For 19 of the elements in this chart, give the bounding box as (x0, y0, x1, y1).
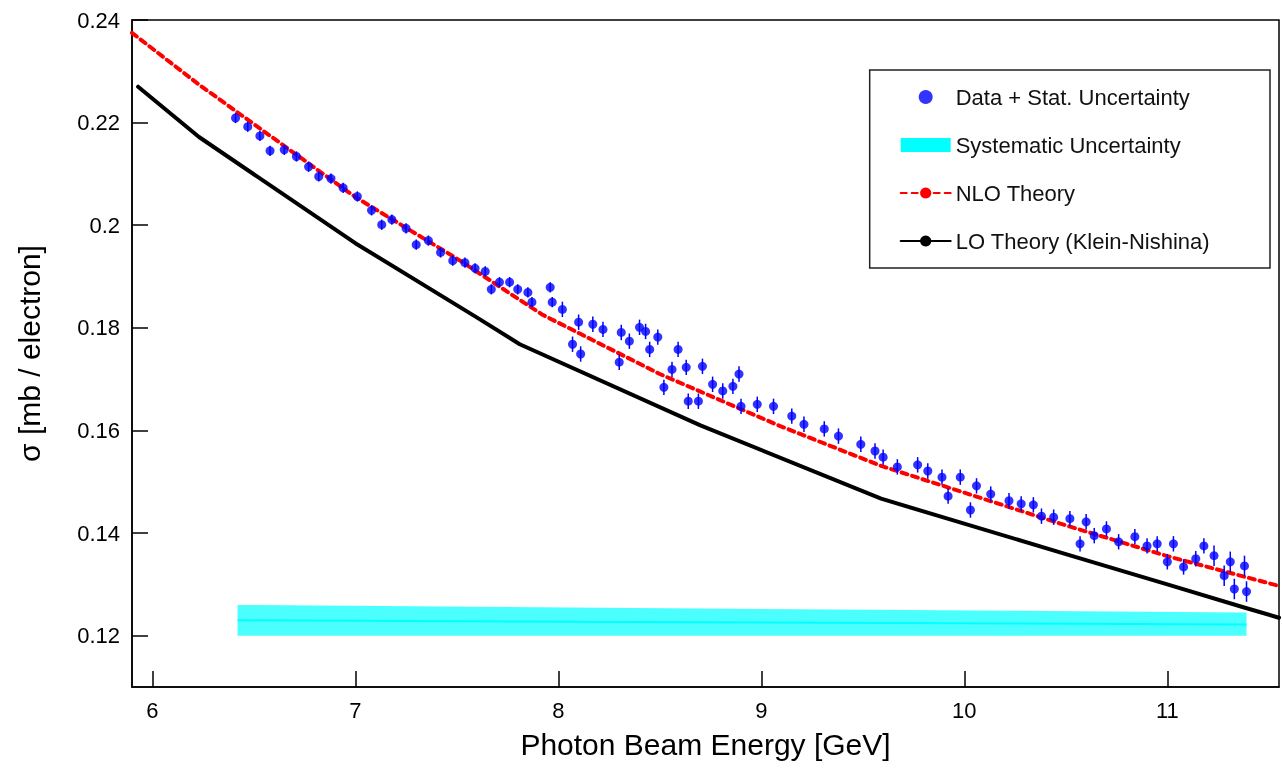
y-tick-label: 0.16 (77, 417, 120, 443)
legend-label: NLO Theory (955, 180, 1076, 206)
x-axis-title: Photon Beam Energy [GeV] (520, 727, 891, 761)
x-tick-label: 7 (349, 697, 362, 723)
x-tick-label: 11 (1155, 697, 1179, 723)
y-tick-label: 0.12 (77, 623, 120, 649)
x-tick-label: 9 (755, 697, 768, 723)
y-axis-title: σ [mb / electron] (12, 245, 46, 462)
y-tick-label: 0.14 (77, 520, 120, 546)
y-tick-label: 0.18 (77, 315, 120, 341)
x-tick-label: 6 (146, 697, 159, 723)
legend-label: Systematic Uncertainty (955, 132, 1181, 158)
legend-label: Data + Stat. Uncertainty (955, 84, 1190, 110)
x-tick-label: 10 (952, 697, 977, 723)
y-tick-label: 0.24 (77, 7, 120, 33)
y-tick-label: 0.22 (77, 110, 120, 136)
x-tick-label: 8 (552, 697, 565, 723)
legend-label: LO Theory (Klein-Nishina) (955, 228, 1210, 254)
y-tick-label: 0.2 (89, 212, 120, 238)
